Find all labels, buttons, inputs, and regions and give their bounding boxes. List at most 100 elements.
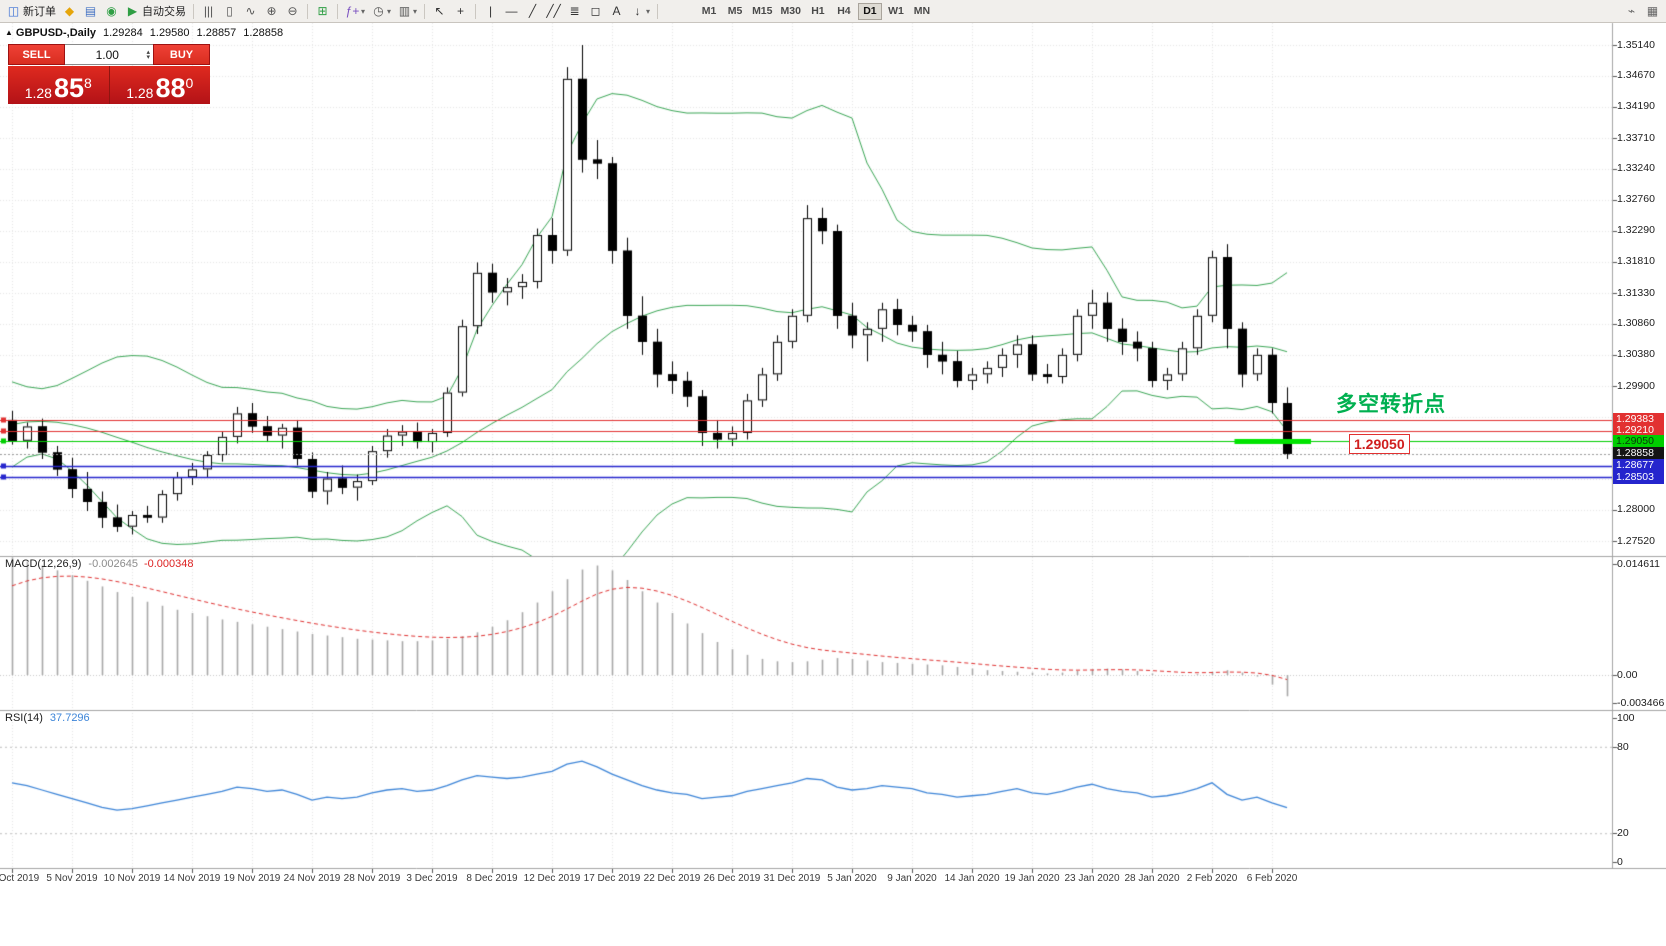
sell-price-main: 85 bbox=[53, 73, 84, 103]
periods-button[interactable]: ◷ ▾ bbox=[369, 2, 393, 21]
macd-indicator-label: MACD(12,26,9) -0.002645 -0.000348 bbox=[5, 558, 194, 570]
grid-icon: ▦ bbox=[1646, 4, 1659, 18]
price-level-tag: 1.29050 bbox=[1349, 434, 1410, 454]
buy-price-main: 88 bbox=[155, 73, 186, 103]
timeframe-button-m30[interactable]: M30 bbox=[780, 5, 801, 17]
vertical-line-button[interactable]: | bbox=[481, 2, 500, 21]
zoom-in-icon: ⊕ bbox=[266, 4, 277, 18]
line-chart-button[interactable]: ∿ bbox=[241, 2, 260, 21]
chevron-down-icon[interactable]: ▾ bbox=[413, 6, 418, 16]
cursor-button[interactable]: ↖ bbox=[430, 2, 449, 21]
chevron-down-icon[interactable]: ▾ bbox=[646, 6, 651, 16]
timeframe-button-m1[interactable]: M1 bbox=[701, 5, 717, 17]
channel-button[interactable]: ╱╱ bbox=[544, 2, 563, 21]
zoom-in-button[interactable]: ⊕ bbox=[262, 2, 281, 21]
fibonacci-icon: ≣ bbox=[569, 4, 580, 18]
candlestick-icon: ▯ bbox=[226, 4, 233, 18]
autotrading-icon: ▶ bbox=[127, 4, 138, 18]
toolbar-separator bbox=[193, 3, 194, 19]
volume-field[interactable]: 1.00 ▴ ▾ bbox=[65, 44, 153, 65]
chart-ohlc-readout: ▲ GBPUSD-,Daily 1.29284 1.29580 1.28857 1.288… bbox=[5, 27, 283, 39]
sell-price-prefix: 1.28 bbox=[24, 85, 52, 101]
connection-button[interactable]: ⌁ bbox=[1622, 2, 1641, 21]
arrows-button[interactable]: ↓ ▾ bbox=[628, 2, 652, 21]
macd-signal-value: -0.000348 bbox=[143, 558, 194, 570]
ohlc-high: 1.29580 bbox=[149, 27, 190, 39]
plug-icon: ⌁ bbox=[1627, 4, 1636, 18]
rsi-name: RSI(14) bbox=[5, 712, 43, 724]
horizontal-line-button[interactable]: — bbox=[502, 2, 521, 21]
volume-up-icon[interactable]: ▴ bbox=[146, 48, 150, 56]
volume-stepper: ▴ ▾ bbox=[146, 48, 150, 61]
fibonacci-button[interactable]: ≣ bbox=[565, 2, 584, 21]
chart-symbol-period: GBPUSD-,Daily bbox=[15, 27, 96, 39]
toolbar: ◫ 新订单 ◆ ▤ ◉ ▶ 自动交易 ||| ▯ ∿ ⊕ ⊖ ⊞ ƒ+ ▾ ◷ ▾ ▥ ▾ ↖ + | — ╱ ╱╱ ≣ ◻ A ↓ ▾ M… bbox=[0, 0, 1666, 23]
indicators-icon: ƒ+ bbox=[345, 4, 360, 18]
horizontal-line-icon: — bbox=[505, 4, 518, 18]
line-chart-icon: ∿ bbox=[245, 4, 256, 18]
price-axis[interactable] bbox=[1612, 23, 1666, 868]
tile-windows-button[interactable]: ⊞ bbox=[313, 2, 332, 21]
candlestick-chart-button[interactable]: ▯ bbox=[220, 2, 239, 21]
timeframe-button-mn[interactable]: MN bbox=[913, 5, 931, 17]
timeframe-button-m5[interactable]: M5 bbox=[727, 5, 743, 17]
autotrading-button[interactable]: ▶ 自动交易 bbox=[123, 2, 188, 21]
ohlc-open: 1.29284 bbox=[103, 27, 143, 39]
rsi-value: 37.7296 bbox=[49, 712, 90, 724]
crosshair-button[interactable]: + bbox=[451, 2, 470, 21]
timeframe-button-m15[interactable]: M15 bbox=[752, 5, 773, 17]
trendline-button[interactable]: ╱ bbox=[523, 2, 542, 21]
cursor-icon: ↖ bbox=[434, 4, 445, 18]
charts-button[interactable]: ◆ bbox=[60, 2, 79, 21]
channel-icon: ╱╱ bbox=[546, 4, 561, 18]
profiles-icon: ▤ bbox=[84, 4, 97, 18]
one-click-trading-panel: SELL 1.00 ▴ ▾ BUY 1.28 85 8 1.28 88 0 bbox=[8, 44, 210, 104]
ohlc-close: 1.28858 bbox=[243, 27, 284, 39]
buy-price-prefix: 1.28 bbox=[126, 85, 154, 101]
time-axis[interactable] bbox=[0, 868, 1612, 894]
new-order-button[interactable]: ◫ 新订单 bbox=[4, 2, 58, 21]
sell-price-pip: 8 bbox=[84, 75, 92, 91]
autotrading-button-label: 自动交易 bbox=[142, 6, 186, 18]
buy-price-display[interactable]: 1.28 88 0 bbox=[109, 66, 210, 104]
chevron-down-icon[interactable]: ▾ bbox=[361, 6, 366, 16]
bar-chart-icon: ||| bbox=[203, 4, 214, 18]
sell-price-display[interactable]: 1.28 85 8 bbox=[8, 66, 109, 104]
new-order-icon: ◫ bbox=[7, 4, 20, 18]
crosshair-icon: + bbox=[457, 4, 465, 18]
timeframe-button-w1[interactable]: W1 bbox=[888, 5, 904, 17]
zoom-out-button[interactable]: ⊖ bbox=[283, 2, 302, 21]
macd-name: MACD(12,26,9) bbox=[5, 558, 82, 570]
toolbar-separator bbox=[657, 3, 659, 19]
macd-main-value: -0.002645 bbox=[88, 558, 138, 570]
templates-button[interactable]: ▥ ▾ bbox=[395, 2, 419, 21]
text-icon: A bbox=[612, 4, 621, 18]
timeframe-button-h4[interactable]: H4 bbox=[837, 5, 851, 17]
timeframe-button-d1[interactable]: D1 bbox=[857, 2, 882, 20]
chevron-down-icon[interactable]: ▾ bbox=[387, 6, 392, 16]
arrow-icon: ↓ bbox=[634, 4, 641, 18]
timeframe-button-h1[interactable]: H1 bbox=[811, 5, 825, 17]
shapes-button[interactable]: ◻ bbox=[586, 2, 605, 21]
tile-windows-icon: ⊞ bbox=[317, 4, 328, 18]
one-click-collapse-icon[interactable]: ▲ bbox=[5, 28, 13, 37]
turning-point-annotation: 多空转折点 bbox=[1336, 393, 1446, 416]
volume-value: 1.00 bbox=[95, 47, 119, 62]
data-window-icon: ◉ bbox=[106, 4, 117, 18]
chart-grid-button[interactable]: ▦ bbox=[1643, 2, 1662, 21]
templates-icon: ▥ bbox=[398, 4, 411, 18]
buy-price-pip: 0 bbox=[185, 75, 194, 91]
sell-button[interactable]: SELL bbox=[8, 44, 65, 65]
profiles-button[interactable]: ▤ bbox=[81, 2, 100, 21]
toolbar-separator bbox=[475, 3, 477, 19]
text-button[interactable]: A bbox=[607, 2, 626, 21]
zoom-out-icon: ⊖ bbox=[287, 4, 298, 18]
indicators-button[interactable]: ƒ+ ▾ bbox=[343, 2, 367, 21]
new-order-button-label: 新订单 bbox=[23, 6, 56, 18]
bar-chart-button[interactable]: ||| bbox=[199, 2, 218, 21]
buy-button[interactable]: BUY bbox=[153, 44, 210, 65]
volume-down-icon[interactable]: ▾ bbox=[146, 53, 150, 61]
data-window-button[interactable]: ◉ bbox=[102, 2, 121, 21]
